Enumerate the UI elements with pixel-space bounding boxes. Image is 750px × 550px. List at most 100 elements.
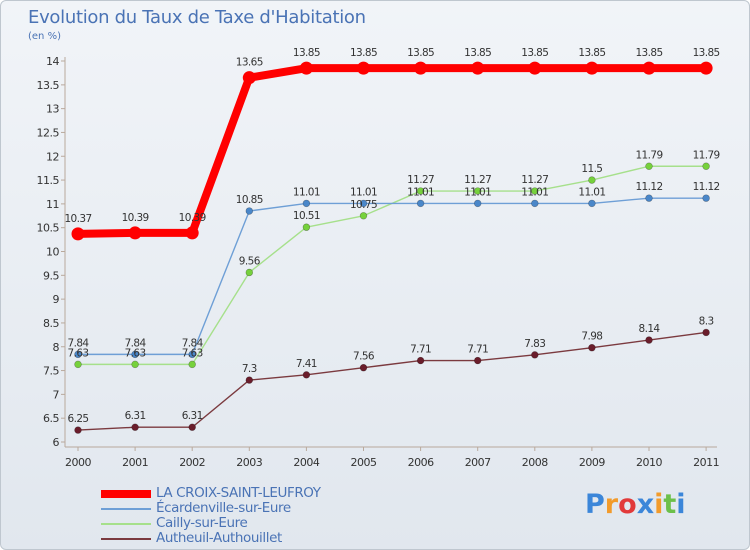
data-label: 7.71	[467, 344, 488, 356]
data-label: 13.85	[521, 47, 548, 59]
data-point	[588, 176, 596, 184]
data-point	[474, 187, 482, 195]
data-label: 7.84	[182, 337, 204, 349]
y-tick-label: 9.5	[43, 269, 59, 282]
data-label: 7.63	[182, 347, 203, 359]
legend-label: LA CROIX-SAINT-LEUFROY	[156, 485, 321, 501]
series-layer	[71, 61, 713, 434]
data-label: 13.85	[407, 47, 434, 59]
data-point	[245, 268, 254, 277]
data-point	[474, 356, 482, 365]
y-tick-label: 12.5	[37, 126, 60, 139]
series-line	[77, 197, 707, 356]
data-point	[302, 199, 311, 208]
brand-letter: r	[604, 489, 619, 520]
y-tick-label: 13	[46, 103, 59, 116]
data-point	[645, 162, 653, 170]
y-tick-label: 11	[46, 198, 59, 211]
data-label: 6.31	[182, 410, 203, 422]
data-point	[359, 364, 368, 372]
y-tick-label: 10	[46, 246, 59, 259]
data-point	[359, 212, 368, 220]
data-point	[528, 61, 542, 75]
series-line	[77, 331, 707, 431]
data-label: 6.31	[125, 410, 146, 422]
y-tick-label: 8	[53, 341, 60, 354]
data-point	[531, 187, 539, 195]
chart-subtitle: (en %)	[28, 31, 61, 42]
brand-letter: t	[663, 489, 677, 520]
data-label: 7.56	[353, 351, 375, 363]
data-label: 11.27	[407, 174, 434, 186]
data-label: 11.01	[578, 186, 605, 198]
data-point	[645, 336, 653, 344]
data-label: 13.65	[236, 57, 263, 69]
data-label: 7.98	[581, 331, 602, 343]
data-label: 7.41	[296, 358, 317, 370]
data-point	[414, 61, 428, 75]
y-tick-label: 13.5	[37, 79, 60, 92]
legend-label: Cailly-sur-Eure	[156, 515, 248, 531]
data-point	[416, 199, 425, 208]
data-point	[702, 328, 710, 337]
x-tick-label: 2001	[122, 456, 148, 469]
data-point	[588, 199, 596, 208]
data-label: 7.3	[242, 363, 257, 375]
data-point	[585, 61, 599, 75]
data-point	[74, 426, 82, 434]
legend-swatch	[101, 523, 151, 525]
y-tick-label: 6	[53, 436, 60, 449]
data-label: 7.84	[68, 337, 90, 349]
x-tick-label: 2009	[579, 456, 605, 469]
data-point	[131, 350, 139, 359]
x-tick-label: 2008	[522, 456, 548, 469]
data-point	[188, 360, 196, 369]
data-label: 10.75	[350, 199, 377, 211]
data-label: 10.85	[236, 194, 263, 206]
y-tick-label: 14	[46, 55, 59, 68]
data-label: 11.01	[521, 186, 548, 198]
y-tick-label: 11.5	[37, 174, 60, 187]
y-tick-label: 6.5	[43, 412, 59, 425]
data-label: 11.79	[693, 149, 720, 161]
data-label: 6.25	[68, 413, 89, 425]
data-label: 7.83	[524, 338, 545, 350]
y-tick-label: 12	[46, 150, 59, 163]
data-point	[245, 207, 254, 215]
data-point	[642, 61, 656, 75]
data-point	[128, 226, 142, 240]
x-tick-label: 2006	[408, 456, 434, 469]
data-point	[185, 226, 199, 240]
x-tick-label: 2010	[636, 456, 662, 469]
data-point	[416, 187, 425, 195]
legend-swatch	[101, 538, 151, 540]
data-point	[359, 199, 368, 208]
y-tick-label: 8.5	[43, 317, 59, 330]
x-tick-label: 2003	[236, 456, 262, 469]
data-point	[74, 350, 82, 359]
data-point	[131, 423, 139, 431]
data-point	[302, 223, 311, 231]
x-tick-label: 2005	[351, 456, 377, 469]
data-label: 13.85	[578, 47, 605, 59]
data-label: 11.01	[464, 186, 491, 198]
brand-letter: P	[585, 489, 605, 520]
chart-title: Evolution du Taux de Taxe d'Habitation	[28, 7, 366, 28]
data-label: 7.71	[410, 344, 431, 356]
data-point	[131, 360, 139, 369]
data-label: 13.85	[293, 47, 320, 59]
y-tick-label: 10.5	[37, 222, 60, 235]
data-point	[531, 351, 539, 359]
series-line	[74, 64, 711, 238]
data-point	[702, 194, 710, 202]
data-label: 11.01	[407, 186, 434, 198]
brand-letter: i	[676, 489, 686, 520]
data-label: 7.63	[125, 347, 146, 359]
axes: 6 6.5 7 7.5 8 8.5 9 9.5 10 10.5 11 11.5 12 12.5 13 13.5…	[37, 55, 720, 469]
data-label: 11.12	[635, 181, 662, 193]
data-point	[188, 423, 196, 431]
data-label: 8.3	[699, 315, 714, 327]
data-point	[357, 61, 370, 75]
